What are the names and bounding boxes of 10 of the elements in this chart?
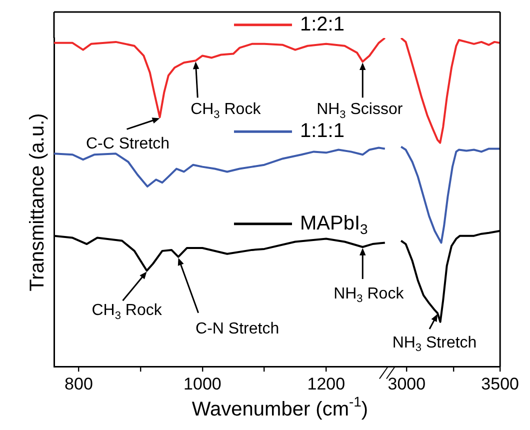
legend-label: 1:1:1 — [300, 120, 344, 142]
x-tick-label: 800 — [64, 374, 93, 394]
annotation: C-N Stretch — [196, 320, 280, 338]
legend-label: 1:2:1 — [300, 13, 344, 36]
x-tick-label: 1000 — [184, 374, 222, 394]
x-tick-label: 3000 — [388, 374, 426, 394]
x-tick-label: 3500 — [481, 374, 520, 394]
annotation: C-C Stretch — [86, 136, 170, 153]
x-tick-label: 1200 — [307, 374, 346, 394]
y-axis-title: Transmittance (a.u.) — [26, 113, 49, 292]
